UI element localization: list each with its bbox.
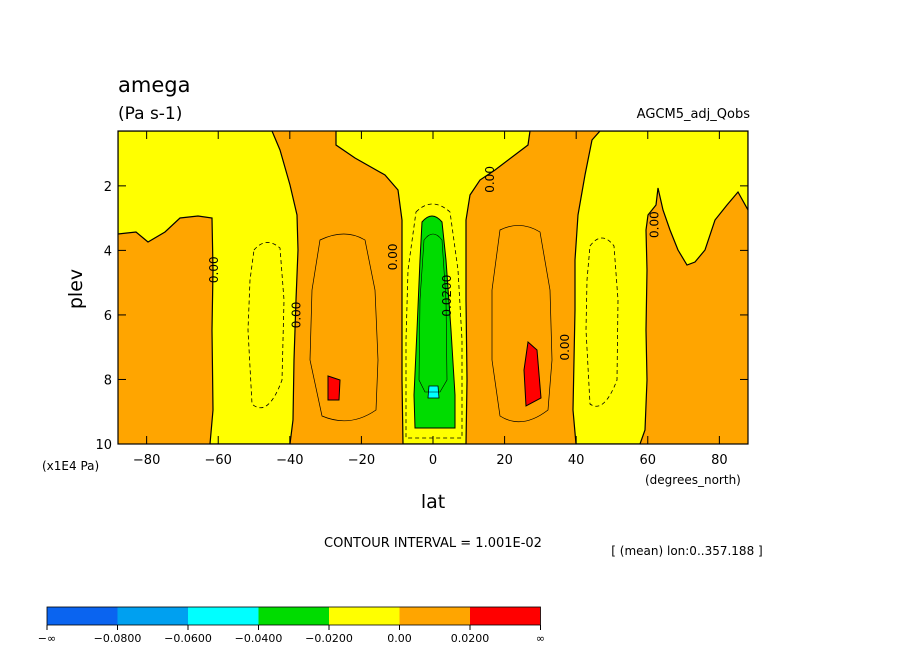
y-tick-label: 4: [104, 244, 112, 259]
chart-title: amega: [118, 73, 190, 97]
colorbar-swatch: [188, 607, 259, 625]
x-tick-label: −60: [205, 453, 232, 468]
colorbar-swatch: [329, 607, 400, 625]
colorbar-frame: [46, 606, 541, 626]
contour-label: 0.0200: [440, 275, 454, 317]
field-red-west: [327, 375, 341, 401]
plot-area: 0.00 0.00 0.00 0.00 0.00 0.00 0.0200 −80 −60 −40…: [95, 130, 749, 468]
x-tick-label: 0: [429, 453, 437, 468]
colorbar-label: −0.0600: [164, 632, 212, 645]
contour-label: 0.00: [386, 243, 400, 270]
field-red-east: [523, 341, 542, 407]
colorbar-label: 0.00: [387, 632, 412, 645]
contour-east-0.01: [491, 225, 553, 423]
colorbar-swatch: [117, 607, 188, 625]
x-tick-label: 60: [639, 453, 656, 468]
y-axis-unit: (x1E4 Pa): [42, 459, 99, 473]
x-axis-label: lat: [421, 491, 445, 513]
field-east-negative: [572, 131, 748, 444]
contour-interval-note: CONTOUR INTERVAL = 1.001E-02: [324, 536, 542, 551]
colorbar-label: −0.0200: [305, 632, 353, 645]
contour-central-neg-0.03: [418, 233, 448, 393]
field-west-negative: [118, 131, 299, 444]
field-central-strong-negative: [413, 215, 456, 429]
x-tick-label: 20: [496, 453, 513, 468]
contour-label: 0.00: [648, 211, 662, 238]
y-tick-label: 6: [104, 309, 112, 324]
colorbar: −∞ −0.0800 −0.0600 −0.0400 −0.0200 0.00 0.0200…: [38, 606, 545, 645]
contour-label: 0.00: [290, 302, 304, 329]
y-tick-label: 2: [104, 180, 112, 195]
y-tick-label: 8: [104, 373, 112, 388]
contour-west-neg-0.01: [247, 242, 285, 409]
colorbar-label: −0.0400: [235, 632, 283, 645]
colorbar-swatch: [470, 607, 541, 625]
x-tick-label: −40: [276, 453, 303, 468]
x-tick-label: 40: [568, 453, 585, 468]
x-tick-label: −20: [348, 453, 375, 468]
dataset-label: AGCM5_adj_Qobs: [637, 107, 751, 122]
colorbar-label: −∞: [38, 632, 56, 645]
contour-central-neg-0.01: [405, 203, 463, 439]
contour-west-0.01: [309, 233, 379, 422]
contour-label: 0.00: [483, 166, 497, 193]
x-tick-label: 80: [711, 453, 728, 468]
x-axis-unit: (degrees_north): [645, 473, 741, 487]
contour-labels: 0.00 0.00 0.00 0.00 0.00 0.00 0.0200: [207, 166, 661, 361]
mean-note: [ (mean) lon:0..357.188 ]: [611, 544, 762, 558]
x-axis-ticks: −80 −60 −40 −20 0 20 40 60 80: [133, 131, 728, 468]
colorbar-label: −0.0800: [94, 632, 142, 645]
x-tick-label: −80: [133, 453, 160, 468]
chart-units: (Pa s-1): [118, 104, 182, 124]
contour-label: 0.00: [558, 334, 572, 361]
colorbar-swatch: [399, 607, 470, 625]
contour-east-neg-0.01: [585, 237, 619, 407]
y-tick-label: 10: [95, 438, 112, 453]
colorbar-label: 0.0200: [451, 632, 490, 645]
colorbar-swatch: [47, 607, 118, 625]
y-axis-ticks: 2 4 6 8 10: [95, 180, 748, 453]
contour-label: 0.00: [207, 256, 221, 283]
colorbar-swatch: [258, 607, 329, 625]
y-axis-label: plev: [65, 269, 87, 309]
colorbar-label: ∞: [536, 632, 545, 645]
